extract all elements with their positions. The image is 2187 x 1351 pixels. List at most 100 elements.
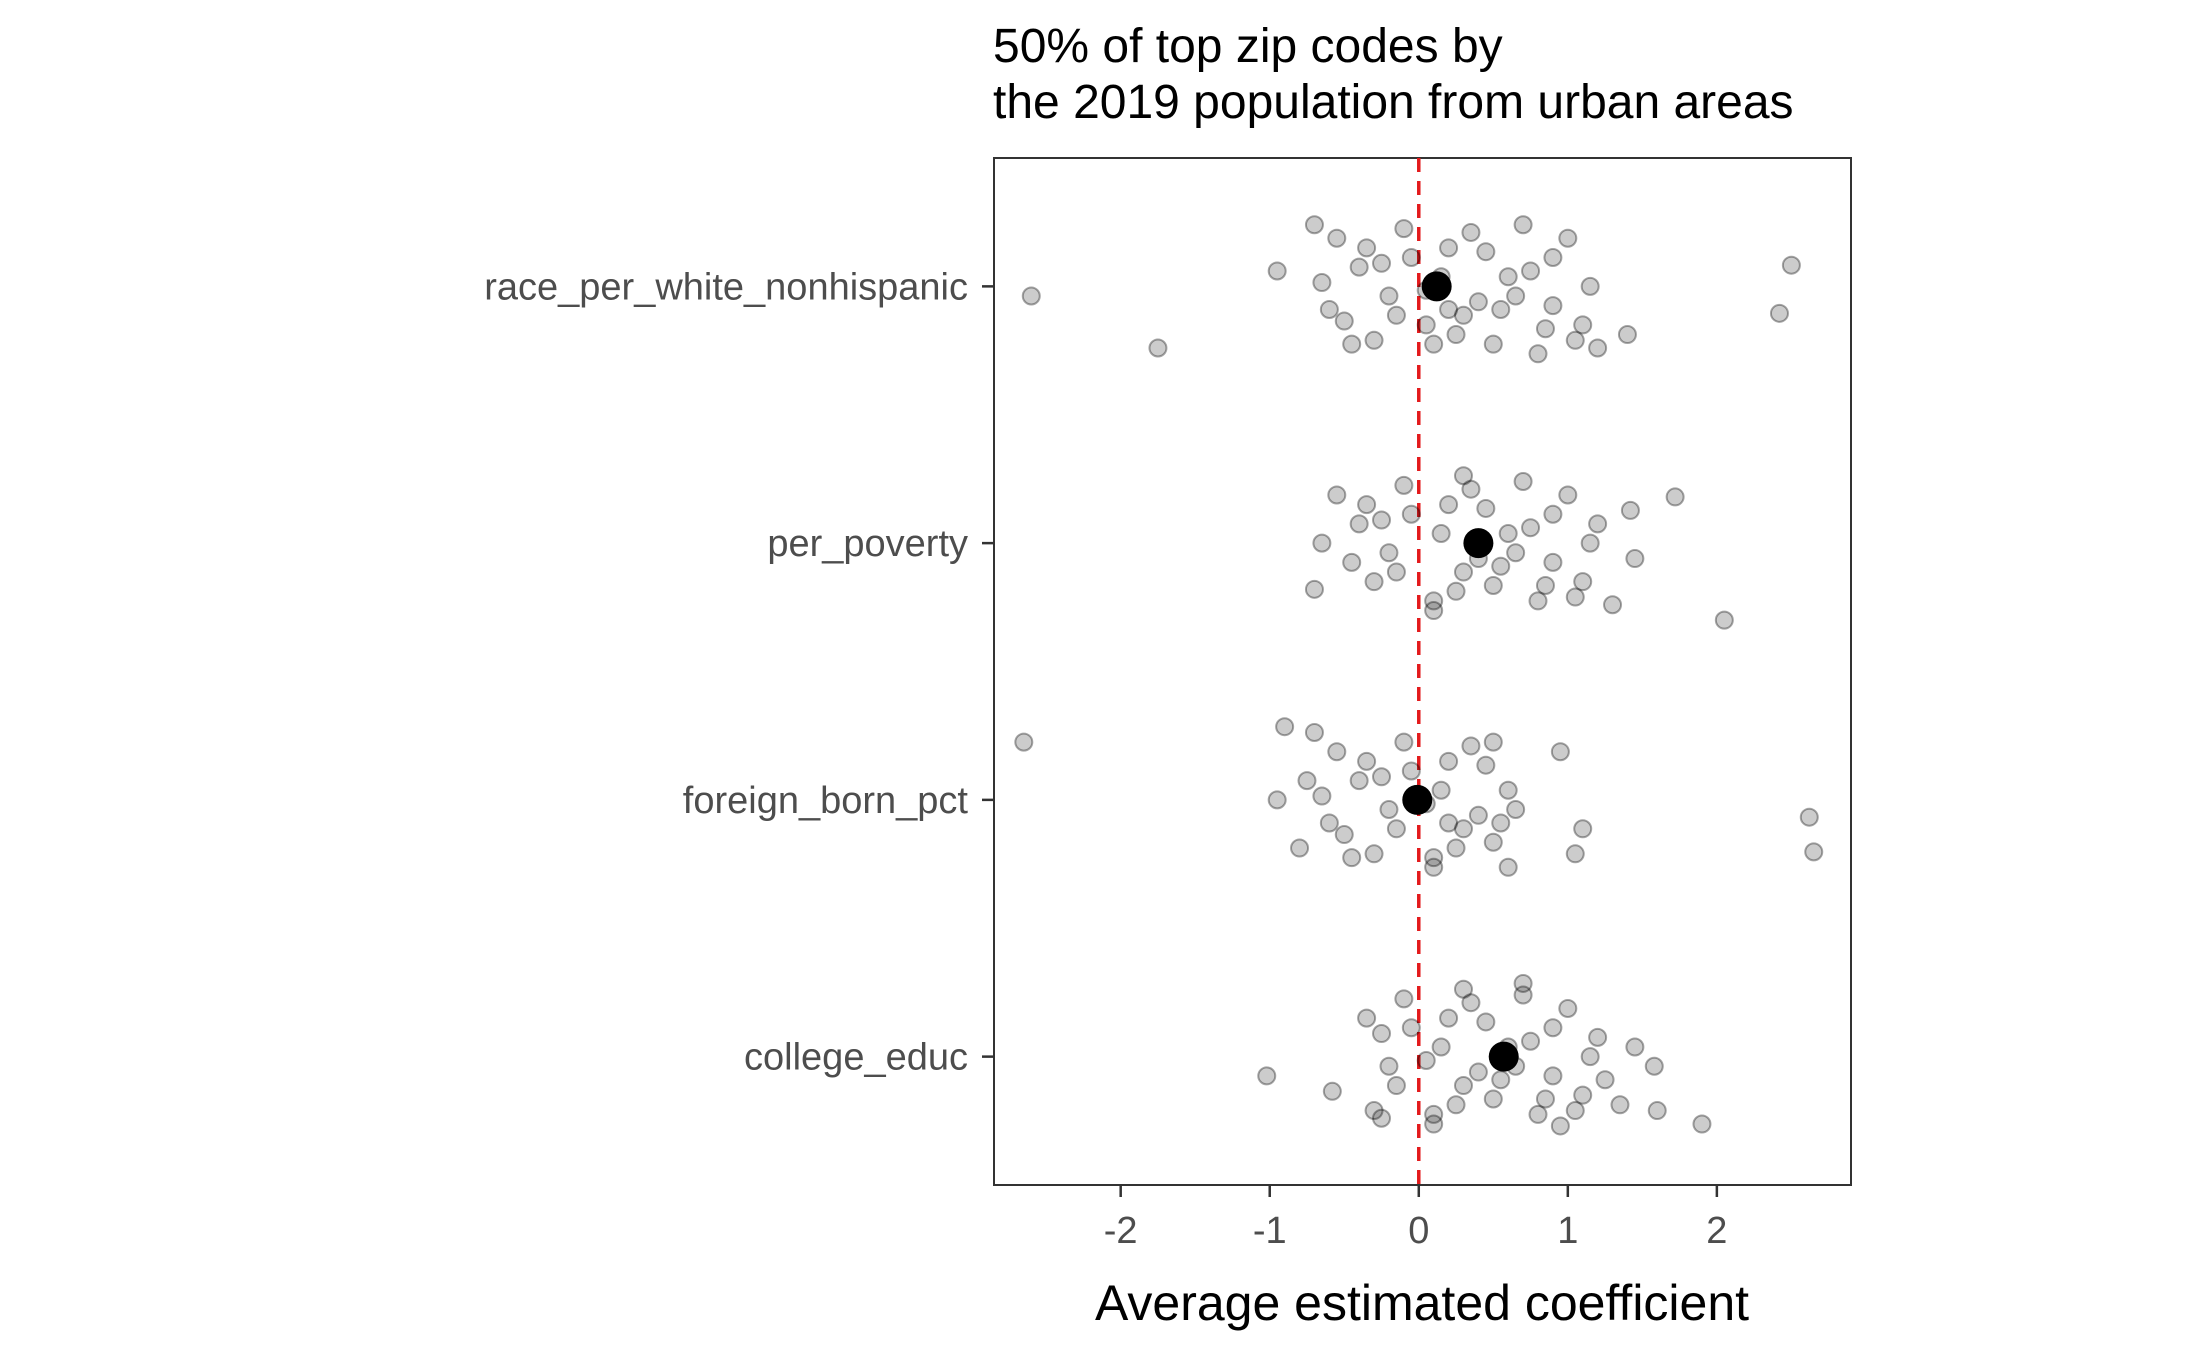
data-point-race_per_white_nonhispanic-39 bbox=[1401, 247, 1421, 267]
data-point-college_educ-4 bbox=[1644, 1056, 1664, 1076]
data-point-race_per_white_nonhispanic-16 bbox=[1498, 267, 1518, 287]
data-point-foreign_born_pct-21 bbox=[1357, 751, 1377, 771]
y-tick-label-race_per_white_nonhispanic: race_per_white_nonhispanic bbox=[484, 266, 968, 308]
data-point-college_educ-12 bbox=[1543, 1066, 1563, 1086]
data-point-foreign_born_pct-13 bbox=[1453, 819, 1473, 839]
chart-title-line-1: 50% of top zip codes by bbox=[993, 20, 1503, 73]
data-point-college_educ-18 bbox=[1513, 985, 1533, 1005]
data-point-college_educ-27 bbox=[1476, 1012, 1496, 1032]
data-point-per_poverty-40 bbox=[1588, 514, 1608, 534]
data-point-college_educ-35 bbox=[1521, 1031, 1541, 1051]
data-point-foreign_born_pct-28 bbox=[1372, 767, 1392, 787]
data-point-race_per_white_nonhispanic-38 bbox=[1535, 319, 1555, 339]
data-point-college_educ-17 bbox=[1394, 989, 1414, 1009]
data-point-race_per_white_nonhispanic-3 bbox=[1781, 255, 1801, 275]
data-point-race_per_white_nonhispanic-35 bbox=[1342, 334, 1362, 354]
data-point-per_poverty-41 bbox=[1453, 466, 1473, 486]
data-point-per_poverty-27 bbox=[1446, 581, 1466, 601]
x-tick-label-1: -1 bbox=[1253, 1210, 1287, 1252]
mean-point-college_educ bbox=[1488, 1041, 1519, 1072]
data-point-college_educ-1 bbox=[1322, 1081, 1342, 1101]
data-point-per_poverty-20 bbox=[1513, 472, 1533, 492]
data-point-per_poverty-34 bbox=[1580, 533, 1600, 553]
data-point-per_poverty-16 bbox=[1349, 514, 1369, 534]
data-point-college_educ-39 bbox=[1453, 979, 1473, 999]
data-point-foreign_born_pct-10 bbox=[1483, 832, 1503, 852]
data-point-race_per_white_nonhispanic-36 bbox=[1461, 222, 1481, 242]
data-point-college_educ-0 bbox=[1257, 1066, 1277, 1086]
data-point-foreign_born_pct-30 bbox=[1342, 848, 1362, 868]
data-point-per_poverty-7 bbox=[1342, 552, 1362, 572]
data-point-per_poverty-33 bbox=[1461, 479, 1481, 499]
data-point-race_per_white_nonhispanic-17 bbox=[1349, 257, 1369, 277]
data-point-foreign_born_pct-22 bbox=[1431, 780, 1451, 800]
data-point-foreign_born_pct-27 bbox=[1476, 755, 1496, 775]
data-point-foreign_born_pct-36 bbox=[1297, 771, 1317, 791]
data-point-college_educ-36 bbox=[1424, 1104, 1444, 1124]
data-point-per_poverty-26 bbox=[1327, 485, 1347, 505]
data-point-race_per_white_nonhispanic-4 bbox=[1617, 325, 1637, 345]
data-point-college_educ-42 bbox=[1372, 1108, 1392, 1128]
data-point-college_educ-43 bbox=[1550, 1116, 1570, 1136]
data-point-college_educ-41 bbox=[1595, 1070, 1615, 1090]
data-point-foreign_born_pct-39 bbox=[1483, 732, 1503, 752]
data-point-foreign_born_pct-37 bbox=[1439, 813, 1459, 833]
data-point-foreign_born_pct-6 bbox=[1290, 838, 1310, 858]
data-point-college_educ-32 bbox=[1535, 1089, 1555, 1109]
data-point-per_poverty-8 bbox=[1424, 601, 1444, 621]
data-point-college_educ-20 bbox=[1573, 1085, 1593, 1105]
data-point-race_per_white_nonhispanic-5 bbox=[1588, 338, 1608, 358]
data-point-race_per_white_nonhispanic-32 bbox=[1476, 242, 1496, 262]
data-point-race_per_white_nonhispanic-28 bbox=[1327, 228, 1347, 248]
data-point-college_educ-33 bbox=[1401, 1018, 1421, 1038]
x-tick-label-2: 0 bbox=[1408, 1210, 1429, 1252]
x-axis-label: Average estimated coefficient bbox=[1095, 1275, 1749, 1331]
data-point-college_educ-38 bbox=[1588, 1027, 1608, 1047]
data-point-race_per_white_nonhispanic-8 bbox=[1416, 315, 1436, 335]
mean-point-race_per_white_nonhispanic bbox=[1421, 271, 1452, 302]
mean-point-foreign_born_pct bbox=[1402, 784, 1433, 815]
data-point-foreign_born_pct-14 bbox=[1379, 800, 1399, 820]
data-point-foreign_born_pct-0 bbox=[1014, 732, 1034, 752]
data-point-race_per_white_nonhispanic-14 bbox=[1543, 296, 1563, 316]
data-point-per_poverty-25 bbox=[1543, 504, 1563, 524]
data-point-race_per_white_nonhispanic-24 bbox=[1573, 315, 1593, 335]
data-point-race_per_white_nonhispanic-18 bbox=[1439, 238, 1459, 258]
data-point-foreign_born_pct-12 bbox=[1334, 825, 1354, 845]
data-point-race_per_white_nonhispanic-33 bbox=[1372, 253, 1392, 273]
data-point-college_educ-3 bbox=[1647, 1101, 1667, 1121]
data-point-foreign_born_pct-4 bbox=[1565, 844, 1585, 864]
data-point-per_poverty-19 bbox=[1394, 475, 1414, 495]
data-point-race_per_white_nonhispanic-13 bbox=[1453, 305, 1473, 325]
data-point-race_per_white_nonhispanic-23 bbox=[1468, 292, 1488, 312]
data-point-race_per_white_nonhispanic-15 bbox=[1379, 286, 1399, 306]
data-point-college_educ-15 bbox=[1439, 1008, 1459, 1028]
data-point-foreign_born_pct-35 bbox=[1424, 848, 1444, 868]
data-point-college_educ-8 bbox=[1528, 1104, 1548, 1124]
x-tick-label-0: -2 bbox=[1104, 1210, 1138, 1252]
data-point-per_poverty-37 bbox=[1521, 518, 1541, 538]
data-point-foreign_born_pct-19 bbox=[1319, 813, 1339, 833]
chart-title-line-2: the 2019 population from urban areas bbox=[993, 76, 1794, 129]
data-point-foreign_born_pct-9 bbox=[1424, 857, 1444, 877]
data-point-college_educ-28 bbox=[1372, 1024, 1392, 1044]
data-point-per_poverty-9 bbox=[1528, 591, 1548, 611]
data-point-per_poverty-12 bbox=[1453, 562, 1473, 582]
data-point-race_per_white_nonhispanic-20 bbox=[1394, 219, 1414, 239]
data-point-per_poverty-24 bbox=[1431, 523, 1451, 543]
data-point-per_poverty-28 bbox=[1491, 556, 1511, 576]
data-point-college_educ-34 bbox=[1416, 1050, 1436, 1070]
data-point-race_per_white_nonhispanic-25 bbox=[1357, 238, 1377, 258]
data-point-per_poverty-11 bbox=[1364, 572, 1384, 592]
data-point-foreign_born_pct-16 bbox=[1349, 771, 1369, 791]
data-point-race_per_white_nonhispanic-34 bbox=[1506, 286, 1526, 306]
data-point-foreign_born_pct-15 bbox=[1498, 780, 1518, 800]
data-point-race_per_white_nonhispanic-31 bbox=[1386, 305, 1406, 325]
data-point-per_poverty-5 bbox=[1304, 579, 1324, 599]
data-point-per_poverty-17 bbox=[1439, 495, 1459, 515]
data-point-college_educ-6 bbox=[1610, 1095, 1630, 1115]
x-tick-label-3: 1 bbox=[1557, 1210, 1578, 1252]
data-point-per_poverty-2 bbox=[1620, 500, 1640, 520]
data-point-college_educ-13 bbox=[1379, 1056, 1399, 1076]
